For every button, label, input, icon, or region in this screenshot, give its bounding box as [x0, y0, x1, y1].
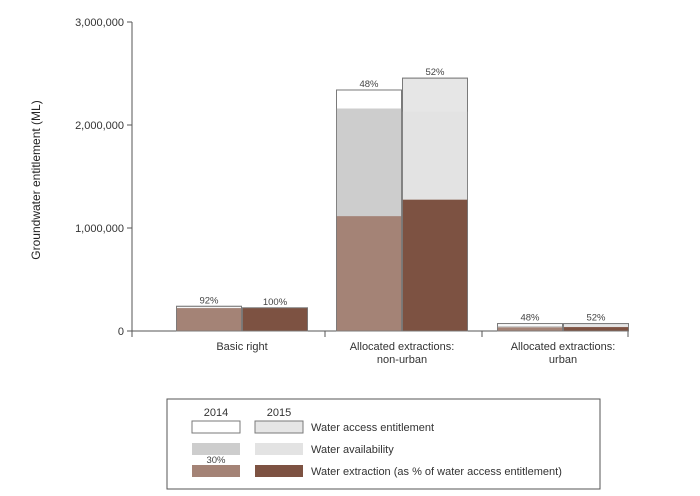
bar-extraction-2015	[563, 327, 629, 331]
legend-swatch-2014	[191, 420, 241, 434]
bars	[176, 77, 629, 332]
extraction-pct-label: 52%	[586, 313, 606, 324]
extraction-pct-label: 48%	[359, 79, 379, 90]
extraction-pct-label: 52%	[425, 67, 445, 78]
category-label: Basic right	[216, 341, 267, 353]
category-labels: Basic right Allocated extractions:non-urb…	[216, 341, 615, 366]
y-axis-title: Groundwater entitlement (ML)	[29, 100, 43, 259]
extraction-pct-label: 100%	[263, 297, 288, 308]
bar-extraction-2015	[242, 307, 308, 331]
bar-outline-2014	[497, 323, 563, 332]
bar-extraction-2014	[176, 308, 242, 331]
y-tick-label: 3,000,000	[75, 17, 124, 29]
legend-entry-label: Water availability	[311, 444, 394, 456]
legend-swatch-2015	[255, 465, 303, 477]
legend-entry-label: Water extraction (as % of water access e…	[311, 466, 562, 478]
bar-outline-2015	[563, 323, 629, 332]
legend-swatch-2014	[192, 443, 240, 455]
x-axis	[131, 330, 629, 337]
category-label: urban	[549, 354, 577, 366]
legend-year-header: 2014	[204, 407, 228, 419]
y-tick-label: 2,000,000	[75, 120, 124, 132]
category-label: Allocated extractions:	[350, 341, 455, 353]
bar-outline-2015	[242, 307, 308, 332]
extraction-pct-label: 92%	[199, 295, 219, 306]
legend-swatch-2015	[255, 443, 303, 455]
legend-swatch-2015	[254, 420, 304, 434]
percentage-labels: 92% 48% 48% 100% 52% 52%	[199, 67, 606, 323]
y-axis: 0 1,000,000 2,000,000 3,000,000	[75, 17, 133, 338]
bar-outline-2014	[336, 89, 402, 332]
bar-extraction-2014	[336, 216, 402, 331]
category-label: non-urban	[377, 354, 427, 366]
bar-outline-2014	[176, 305, 242, 332]
y-tick-label: 0	[118, 326, 124, 338]
extraction-pct-label: 48%	[520, 313, 540, 324]
y-tick-label: 1,000,000	[75, 223, 124, 235]
bar-extraction-2014	[497, 327, 563, 331]
bar-extraction-2015	[402, 199, 468, 331]
legend-example-pct: 30%	[206, 455, 226, 466]
legend-swatch-2014	[192, 465, 240, 477]
category-label: Allocated extractions:	[511, 341, 616, 353]
legend: 2014 2015 Water access entitlement Water av…	[166, 398, 601, 490]
bar-outline-2015	[402, 77, 468, 332]
legend-entry-label: Water access entitlement	[311, 422, 434, 434]
legend-year-header: 2015	[267, 407, 291, 419]
